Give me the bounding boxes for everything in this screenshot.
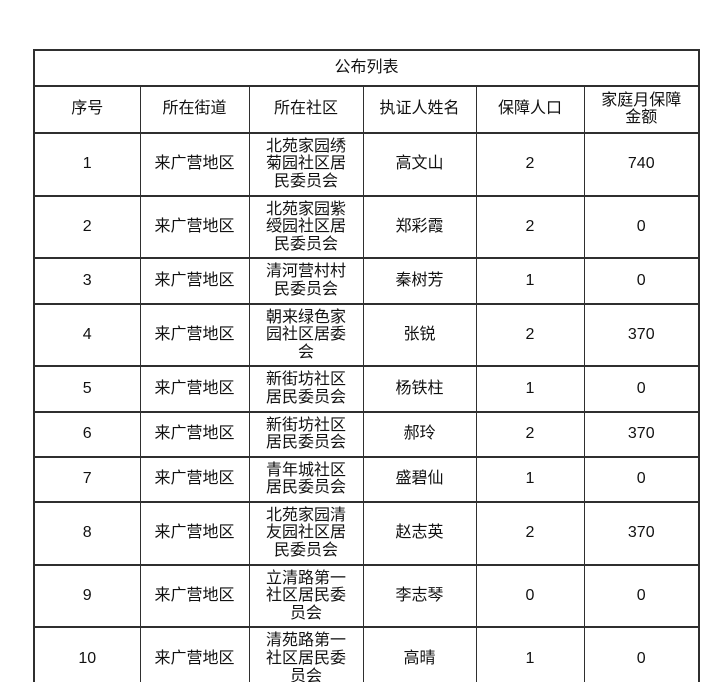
column-header: 所在街道 xyxy=(139,84,250,134)
table-row: 4 来广营地区 朝来绿色家园社区居委会 张锐 2 370 xyxy=(33,302,700,368)
table-cell: 0 xyxy=(583,626,700,682)
table-cell: 2 xyxy=(33,194,141,260)
table-title: 公布列表 xyxy=(33,49,700,87)
table-title-row: 公布列表 xyxy=(33,49,700,87)
table-cell: 来广营地区 xyxy=(139,302,250,368)
table-cell: 来广营地区 xyxy=(139,455,250,503)
table-cell: 郑彩霞 xyxy=(362,194,477,260)
table-cell: 秦树芳 xyxy=(362,257,477,305)
published-list-table: 公布列表 序号 所在街道 所在社区 执证人姓名 保障人口 家庭月保障金额 1 来广营地区 北苑… xyxy=(33,49,701,682)
table-cell: 2 xyxy=(475,410,585,458)
table-cell: 8 xyxy=(33,500,141,566)
table-row: 6 来广营地区 新街坊社区居民委员会 郝玲 2 370 xyxy=(33,410,700,458)
table-row: 2 来广营地区 北苑家园紫绶园社区居民委员会 郑彩霞 2 0 xyxy=(33,194,700,260)
table-body: 1 来广营地区 北苑家园绣菊园社区居民委员会 高文山 2 740 2 来广营地区 北苑家园紫绶园… xyxy=(33,131,700,682)
table-cell: 1 xyxy=(475,365,585,413)
table-cell: 来广营地区 xyxy=(139,194,250,260)
table-cell: 2 xyxy=(475,131,585,197)
table-cell: 0 xyxy=(583,365,700,413)
table-cell: 2 xyxy=(475,500,585,566)
table-cell: 2 xyxy=(475,194,585,260)
table-cell: 9 xyxy=(33,563,141,629)
table-cell: 来广营地区 xyxy=(139,500,250,566)
table-cell: 赵志英 xyxy=(362,500,477,566)
table-row: 5 来广营地区 新街坊社区居民委员会 杨铁柱 1 0 xyxy=(33,365,700,413)
table-cell: 1 xyxy=(475,257,585,305)
table-cell: 李志琴 xyxy=(362,563,477,629)
table-cell: 高文山 xyxy=(362,131,477,197)
column-header: 家庭月保障金额 xyxy=(583,84,700,134)
table-cell: 北苑家园紫绶园社区居民委员会 xyxy=(248,194,364,260)
table-cell: 青年城社区居民委员会 xyxy=(248,455,364,503)
table-cell: 北苑家园清友园社区居民委员会 xyxy=(248,500,364,566)
table-cell: 0 xyxy=(583,563,700,629)
table-cell: 杨铁柱 xyxy=(362,365,477,413)
table-cell: 4 xyxy=(33,302,141,368)
table-cell: 清苑路第一社区居民委员会 xyxy=(248,626,364,682)
table-cell: 朝来绿色家园社区居委会 xyxy=(248,302,364,368)
table-cell: 郝玲 xyxy=(362,410,477,458)
table-cell: 7 xyxy=(33,455,141,503)
column-header: 执证人姓名 xyxy=(362,84,477,134)
table-cell: 盛碧仙 xyxy=(362,455,477,503)
table-row: 1 来广营地区 北苑家园绣菊园社区居民委员会 高文山 2 740 xyxy=(33,131,700,197)
table-row: 3 来广营地区 清河营村村民委员会 秦树芳 1 0 xyxy=(33,257,700,305)
table-cell: 3 xyxy=(33,257,141,305)
table-cell: 来广营地区 xyxy=(139,257,250,305)
table-cell: 0 xyxy=(583,455,700,503)
table-cell: 0 xyxy=(583,257,700,305)
table-row: 7 来广营地区 青年城社区居民委员会 盛碧仙 1 0 xyxy=(33,455,700,503)
table-cell: 张锐 xyxy=(362,302,477,368)
table-header-row: 序号 所在街道 所在社区 执证人姓名 保障人口 家庭月保障金额 xyxy=(33,84,700,134)
table-cell: 1 xyxy=(33,131,141,197)
column-header: 保障人口 xyxy=(475,84,585,134)
table-cell: 5 xyxy=(33,365,141,413)
table-cell: 清河营村村民委员会 xyxy=(248,257,364,305)
table-cell: 来广营地区 xyxy=(139,410,250,458)
table-cell: 370 xyxy=(583,302,700,368)
table-cell: 370 xyxy=(583,500,700,566)
table-cell: 北苑家园绣菊园社区居民委员会 xyxy=(248,131,364,197)
table-cell: 6 xyxy=(33,410,141,458)
table-row: 10 来广营地区 清苑路第一社区居民委员会 高晴 1 0 xyxy=(33,626,700,682)
column-header: 所在社区 xyxy=(248,84,364,134)
table-cell: 1 xyxy=(475,455,585,503)
table-cell: 2 xyxy=(475,302,585,368)
table-cell: 高晴 xyxy=(362,626,477,682)
table-cell: 立清路第一社区居民委员会 xyxy=(248,563,364,629)
table-cell: 1 xyxy=(475,626,585,682)
table-cell: 10 xyxy=(33,626,141,682)
table-cell: 新街坊社区居民委员会 xyxy=(248,365,364,413)
table-cell: 来广营地区 xyxy=(139,626,250,682)
table-cell: 来广营地区 xyxy=(139,563,250,629)
table-cell: 0 xyxy=(475,563,585,629)
table-row: 9 来广营地区 立清路第一社区居民委员会 李志琴 0 0 xyxy=(33,563,700,629)
table-cell: 来广营地区 xyxy=(139,131,250,197)
table-row: 8 来广营地区 北苑家园清友园社区居民委员会 赵志英 2 370 xyxy=(33,500,700,566)
table-cell: 来广营地区 xyxy=(139,365,250,413)
table-cell: 740 xyxy=(583,131,700,197)
column-header: 序号 xyxy=(33,84,141,134)
table-cell: 0 xyxy=(583,194,700,260)
table-cell: 370 xyxy=(583,410,700,458)
table-cell: 新街坊社区居民委员会 xyxy=(248,410,364,458)
